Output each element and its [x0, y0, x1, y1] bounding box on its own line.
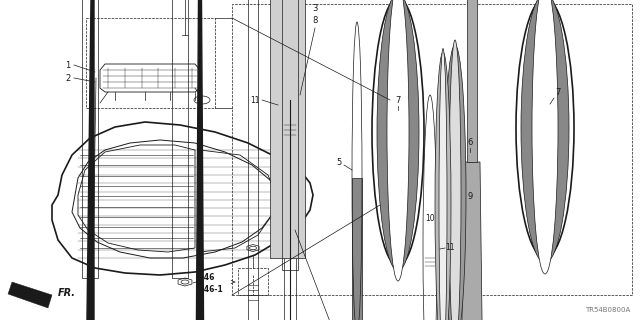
Ellipse shape: [449, 40, 461, 320]
Ellipse shape: [521, 0, 569, 263]
Bar: [352, 178, 362, 320]
Text: 7: 7: [556, 87, 561, 97]
Text: 3: 3: [312, 4, 317, 12]
Text: 10: 10: [425, 213, 435, 222]
Text: B-46-1: B-46-1: [195, 284, 223, 293]
Text: 6: 6: [467, 138, 473, 147]
Ellipse shape: [532, 0, 558, 274]
Polygon shape: [460, 162, 484, 320]
Text: 4: 4: [198, 277, 203, 286]
Text: 11: 11: [250, 95, 260, 105]
Bar: [282, 0, 298, 270]
Polygon shape: [8, 282, 52, 308]
Polygon shape: [86, 0, 94, 320]
Ellipse shape: [387, 0, 409, 281]
Ellipse shape: [439, 49, 447, 320]
Text: 7: 7: [396, 95, 401, 105]
Bar: [86, 18, 215, 108]
Bar: [238, 268, 268, 295]
Text: TR54B0800A: TR54B0800A: [585, 307, 630, 313]
Text: B-46: B-46: [195, 274, 214, 283]
Bar: [467, 0, 477, 162]
Bar: [270, 0, 305, 258]
Ellipse shape: [444, 45, 466, 320]
Text: 2: 2: [65, 74, 70, 83]
Bar: [232, 4, 632, 295]
Text: FR.: FR.: [58, 288, 76, 298]
Bar: [284, 98, 296, 320]
Text: 1: 1: [65, 60, 70, 69]
Bar: [172, 0, 188, 278]
Polygon shape: [196, 0, 204, 320]
Text: 5: 5: [337, 157, 342, 166]
Ellipse shape: [435, 52, 451, 320]
Ellipse shape: [377, 0, 419, 271]
Text: 8: 8: [312, 15, 317, 25]
Bar: [82, 0, 98, 278]
Text: 9: 9: [467, 191, 472, 201]
Text: 11: 11: [445, 244, 454, 252]
